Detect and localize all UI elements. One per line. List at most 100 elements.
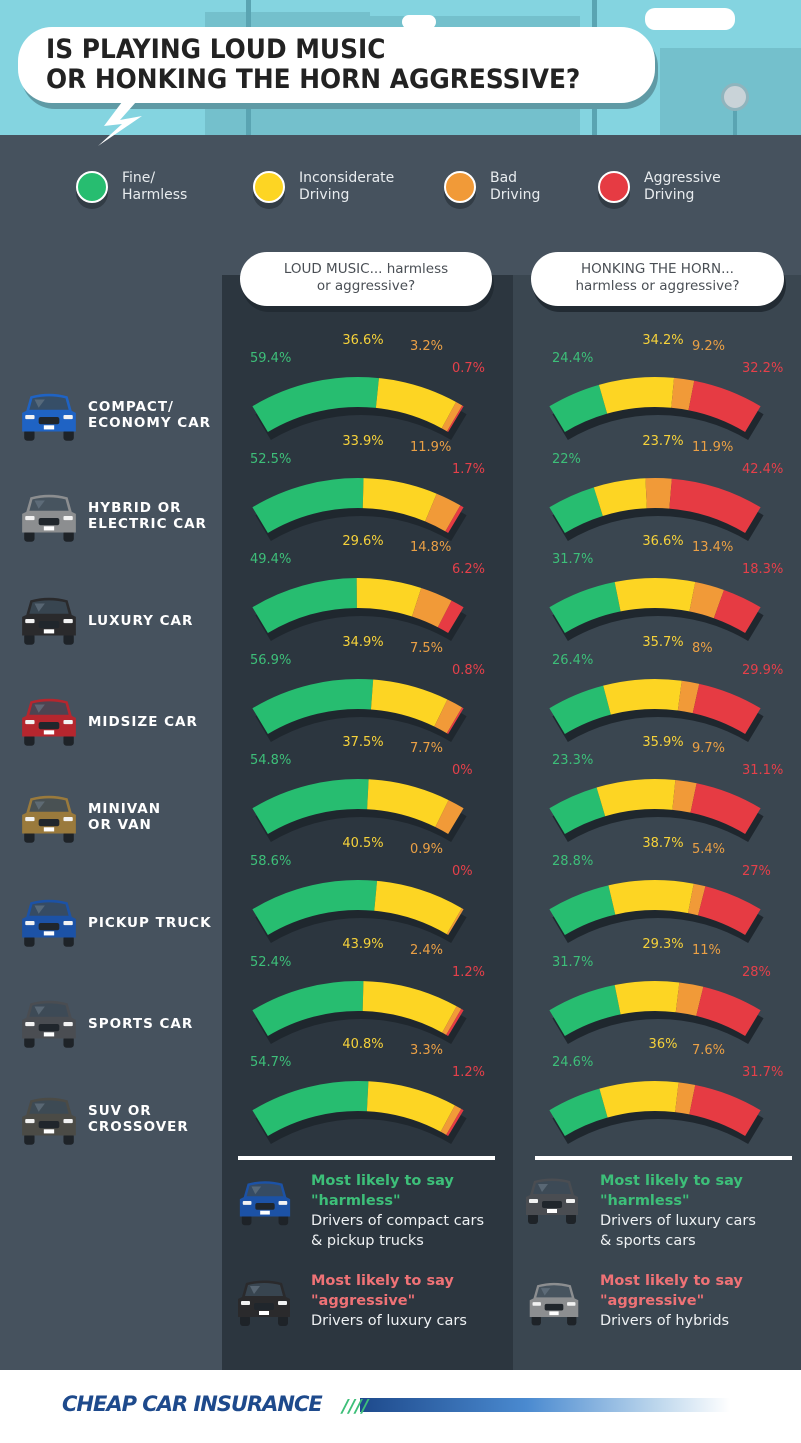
percent-label-aggressive: 31.1% [742,763,784,779]
segment-inconsiderate [599,1081,679,1118]
luxury-car-icon [234,1275,294,1333]
summary-description: & sports cars [600,1233,696,1249]
segment-harmless [252,980,364,1036]
percent-label-harmless: 52.4% [250,954,292,970]
percent-label-harmless: 58.6% [250,854,292,869]
percent-label-inconsiderate: 36.6% [642,534,684,550]
segment-harmless [549,486,603,533]
question-text: HONKING THE HORN... [581,261,734,277]
loud-music-gauge [252,880,467,943]
car-type-line: COMPACT/ [88,399,174,415]
segment-inconsiderate [366,1081,455,1132]
segment-bad [675,1082,696,1115]
segment-bad [675,982,704,1016]
segment-bad [412,588,452,628]
segment-bad [440,1105,462,1136]
sports-car-icon [522,1175,582,1229]
car-row: LUXURY CAR 49.4% 29.6% 14.8% 6.2% 31.7% 36.6% 1… [0,534,801,645]
summary-description: & pickup trucks [311,1233,424,1249]
car-row: SPORTS CAR 52.4% 43.9% 2.4% 1.2% 31.7% 29.3% 11… [0,936,801,1048]
segment-harmless [252,377,379,432]
cheap-car-insurance-logo[interactable]: CHEAP CAR INSURANCE [62,1392,323,1416]
segment-harmless [549,384,608,432]
percent-label-bad: 2.4% [410,942,444,958]
cloud-icon [645,8,735,30]
legend-label: Inconsiderate [299,170,395,186]
orange-dot-icon [444,171,476,203]
summary-heading: Most likely to say [311,1273,454,1289]
legend-label: Harmless [122,187,188,203]
percent-label-aggressive: 1.2% [452,1065,486,1081]
summary-heading: "harmless" [600,1193,690,1209]
percent-label-aggressive: 31.7% [742,1065,784,1081]
percent-label-bad: 7.5% [410,640,444,656]
percent-label-inconsiderate: 33.9% [342,433,384,449]
percent-label-aggressive: 32.2% [742,361,784,376]
segment-bad [441,401,463,432]
percent-label-bad: 11.9% [692,439,734,455]
percent-label-bad: 0.9% [410,842,444,857]
segment-harmless [252,477,364,533]
logo-stripes: //// [342,1396,369,1417]
percent-label-harmless: 31.7% [552,954,594,970]
segment-aggressive [437,600,464,634]
segment-inconsiderate [367,779,449,828]
percent-label-harmless: 31.7% [552,552,594,568]
segment-inconsiderate [370,679,448,727]
segment-inconsiderate [374,880,462,935]
loud-music-gauge [252,1081,467,1145]
question-text: or aggressive? [316,278,416,294]
car-row: PICKUP TRUCK 58.6% 40.5% 0.9% 0% 28.8% 38.7% 5.… [0,836,801,947]
percent-label-inconsiderate: 29.3% [642,936,684,952]
percent-label-harmless: 52.5% [250,451,292,467]
car-row: HYBRID OR ELECTRIC CAR 52.5% 33.9% 11.9% 1.7%… [0,433,801,542]
loud-music-gauge [252,578,467,642]
legend-label: Driving [644,187,695,203]
percent-label-harmless: 28.8% [552,854,594,869]
legend-item-aggressive: Aggressive Driving [598,170,721,204]
segment-harmless [252,779,369,835]
segment-harmless [252,1081,369,1137]
honking-gauge [549,477,764,541]
hybrid-car-icon [526,1275,582,1335]
loud-music-gauge [252,779,467,843]
percent-label-bad: 7.7% [410,741,444,757]
segment-inconsiderate [614,980,680,1015]
segment-inconsiderate [375,378,457,429]
summary-description: Drivers of luxury cars [311,1313,467,1329]
segment-aggressive [669,478,761,533]
percent-label-harmless: 54.7% [250,1055,292,1071]
percent-label-bad: 11% [692,942,721,958]
loud-music-gauge [252,980,467,1044]
percent-label-inconsiderate: 37.5% [342,735,384,751]
honking-gauge [549,678,764,742]
segment-aggressive [446,707,464,734]
honking-question: HONKING THE HORN... harmless or aggressi… [531,252,784,306]
summary-heading: Most likely to say [311,1173,454,1189]
car-type-label: HYBRID OR ELECTRIC CAR [88,500,207,532]
honking-gauge [549,377,764,440]
percent-label-inconsiderate: 29.6% [342,534,384,550]
road-sign-icon [721,83,749,111]
percent-label-harmless: 24.6% [552,1055,594,1071]
percent-label-aggressive: 0% [452,763,473,779]
car-type-label: MIDSIZE CAR [88,714,198,730]
honking-gauge [549,578,764,642]
loud-music-gauge [252,377,467,440]
segment-inconsiderate [598,377,675,414]
car-type-label: SPORTS CAR [88,1016,193,1032]
percent-label-bad: 7.6% [692,1043,726,1059]
segment-aggressive [446,1109,464,1137]
logo-gradient-bar [360,1398,730,1412]
segment-harmless [252,578,357,634]
red-dot-icon [598,171,630,203]
percent-label-inconsiderate: 35.7% [642,634,684,650]
car-type-line: HYBRID OR [88,499,182,516]
segment-inconsiderate [593,477,647,516]
luxury-car-icon [18,594,80,650]
segment-aggressive [446,1008,464,1036]
title-bubble: IS PLAYING LOUD MUSIC OR HONKING THE HOR… [18,27,655,103]
segment-harmless [549,885,616,935]
percent-label-inconsiderate: 40.8% [342,1037,384,1053]
segment-bad [689,582,724,619]
